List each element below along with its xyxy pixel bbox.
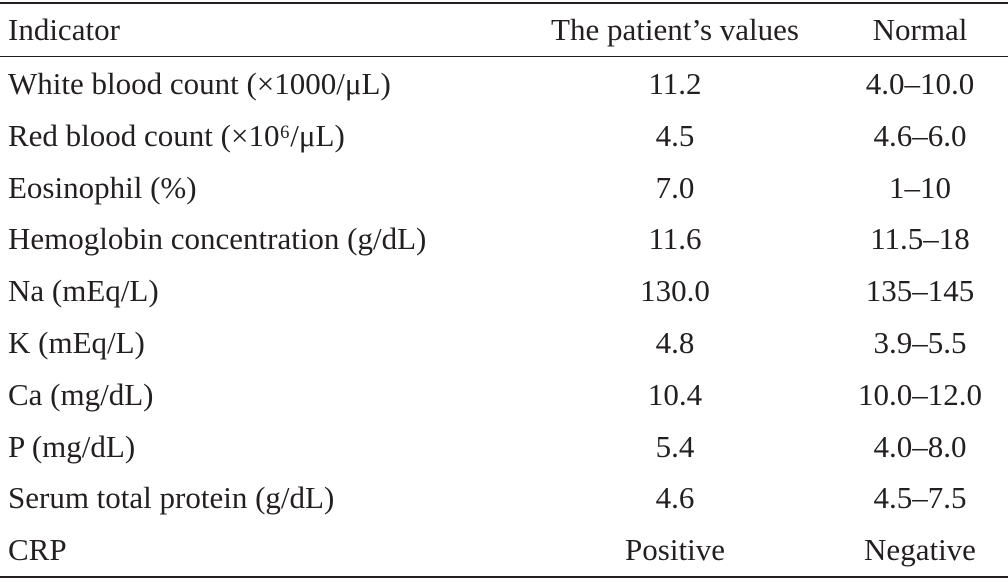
cell-indicator: CRP [8,532,67,568]
header-patient-value: The patient’s values [551,12,799,47]
cell-normal-range: 1–10 [889,169,951,205]
cell-patient-value: 4.8 [655,325,695,360]
top-rule [0,2,1008,4]
cell-normal-range: 135–145 [865,273,975,309]
cell-normal-range: 10.0–12.0 [858,376,982,412]
cell-patient-value: Positive [625,532,725,568]
cell-indicator: Serum total protein (g/dL) [8,480,335,516]
cell-indicator: White blood count (×1000/μL) [8,66,391,101]
cell-patient-value: 4.5 [655,117,695,153]
cell-normal-range: 3.9–5.5 [873,325,967,360]
cell-patient-value: 130.0 [640,273,710,309]
cell-patient-value: 11.2 [648,66,702,101]
cell-normal-range: 4.6–6.0 [873,117,967,153]
cell-normal-range: 11.5–18 [870,221,970,257]
header-indicator: Indicator [8,12,120,47]
cell-patient-value: 11.6 [648,221,702,257]
cell-patient-value: 5.4 [655,428,695,464]
cell-normal-range: 4.5–7.5 [873,480,967,516]
bottom-rule [0,576,1008,578]
cell-normal-range: 4.0–10.0 [865,66,975,101]
cell-indicator: Red blood count (×10⁶/μL) [8,117,345,153]
cell-indicator: K (mEq/L) [8,325,145,360]
header-rule [0,56,1008,57]
cell-patient-value: 10.4 [647,376,703,412]
header-normal-range: Normal [872,12,968,47]
cell-indicator: Na (mEq/L) [8,273,159,309]
cell-indicator: Ca (mg/dL) [8,376,154,412]
cell-indicator: P (mg/dL) [8,428,136,464]
cell-normal-range: 4.0–8.0 [873,428,967,464]
cell-normal-range: Negative [864,532,976,568]
cell-patient-value: 4.6 [655,480,695,516]
cell-patient-value: 7.0 [655,169,695,205]
cell-indicator: Eosinophil (%) [8,169,197,205]
cell-indicator: Hemoglobin concentration (g/dL) [8,221,427,257]
